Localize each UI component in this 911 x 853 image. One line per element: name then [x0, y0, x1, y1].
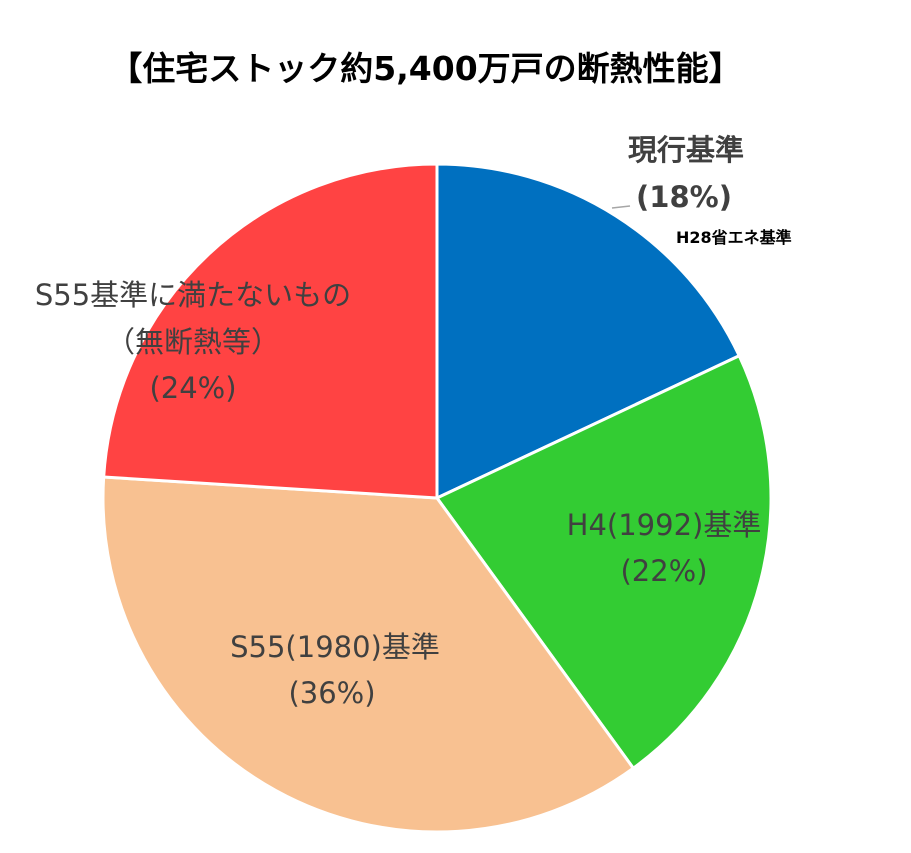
chart-title: 【住宅ストック約5,400万戸の断熱性能】 — [109, 49, 742, 88]
slice-label-0: 現行基準 — [628, 133, 744, 167]
pie-slice-3 — [102, 162, 439, 500]
slice-percent-0: (18%) — [636, 180, 732, 214]
slice-label-1: H4(1992)基準 — [567, 508, 762, 542]
slice-percent-1: (22%) — [620, 554, 707, 588]
leader-line — [611, 205, 631, 209]
slice-label-2: S55(1980)基準 — [230, 630, 440, 664]
slice-note-0: H28省エネ基準 — [676, 228, 792, 247]
pie-slice-2 — [101, 475, 636, 834]
pie-slice-1 — [434, 353, 773, 771]
pie-slice-0 — [435, 162, 742, 501]
slice-percent-3: (24%) — [149, 371, 236, 405]
slice-label-3: S55基準に満たないもの — [35, 278, 351, 312]
slice-label2-3: （無断熱等） — [106, 325, 280, 359]
slice-percent-2: (36%) — [288, 676, 375, 710]
